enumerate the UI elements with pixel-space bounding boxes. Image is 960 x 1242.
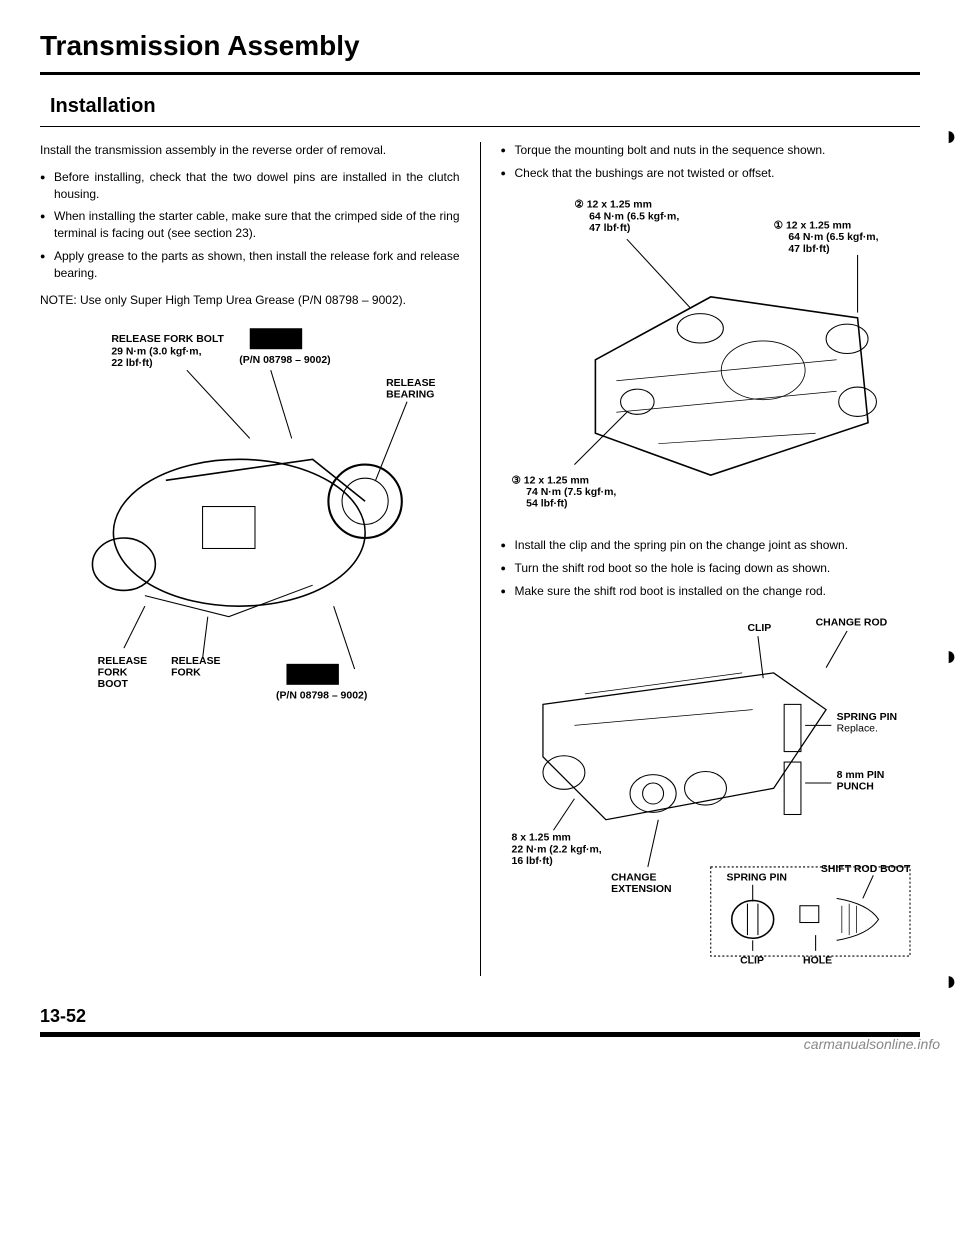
- list-item: Turn the shift rod boot so the hole is f…: [501, 560, 921, 577]
- fig3-ext2: EXTENSION: [611, 884, 672, 895]
- bottom-rule: [40, 1032, 920, 1037]
- fig2-b1-3: 47 lbf·ft): [788, 243, 829, 254]
- list-item: Make sure the shift rod boot is installe…: [501, 583, 921, 600]
- fig2-b1-1: ① 12 x 1.25 mm: [773, 220, 850, 231]
- page-number: 13-52: [40, 1006, 920, 1027]
- right-column: Torque the mounting bolt and nuts in the…: [501, 142, 921, 976]
- fig2-b2-1: ② 12 x 1.25 mm: [574, 199, 651, 210]
- list-item: Before installing, check that the two do…: [40, 169, 460, 203]
- fig2-b2-2: 64 N·m (6.5 kgf·m,: [589, 211, 679, 222]
- list-item: Torque the mounting bolt and nuts in the…: [501, 142, 921, 159]
- page-container: Transmission Assembly Installation Insta…: [0, 0, 960, 1057]
- list-item: When installing the starter cable, make …: [40, 208, 460, 242]
- fig2-b3-2: 74 N·m (7.5 kgf·m,: [526, 487, 616, 498]
- fig3-springpin-rep: Replace.: [836, 723, 877, 734]
- page-title: Transmission Assembly: [40, 30, 920, 62]
- fig3-bolt3: 16 lbf·ft): [511, 855, 552, 866]
- fig3-changerod: CHANGE ROD: [815, 617, 887, 628]
- fig1-pn1: (P/N 08798 – 9002): [239, 355, 330, 366]
- figure-release-fork: RELEASE FORK BOLT 29 N·m (3.0 kgf·m, 22 …: [40, 323, 460, 722]
- fig1-bearing2: BEARING: [386, 390, 434, 401]
- fig3-clip2: CLIP: [740, 955, 764, 966]
- figure-mounting-bolts: ② 12 x 1.25 mm 64 N·m (6.5 kgf·m, 47 lbf…: [501, 192, 921, 528]
- fig3-bolt2: 22 N·m (2.2 kgf·m,: [511, 844, 601, 855]
- fig1-bearing: RELEASE: [386, 378, 435, 389]
- fig2-b3-1: ③ 12 x 1.25 mm: [511, 475, 588, 486]
- fig3-springpin: SPRING PIN: [836, 712, 897, 723]
- fig1-boot: RELEASE: [98, 656, 147, 667]
- right-bullet-list-top: Torque the mounting bolt and nuts in the…: [501, 142, 921, 182]
- fig1-fork: RELEASE: [171, 656, 220, 667]
- fig3-punch2: PUNCH: [836, 781, 873, 792]
- content-columns: Install the transmission assembly in the…: [40, 142, 920, 976]
- fig2-b3-3: 54 lbf·ft): [526, 498, 567, 509]
- fig1-fork2: FORK: [171, 668, 201, 679]
- intro-text: Install the transmission assembly in the…: [40, 142, 460, 159]
- fig3-punch: 8 mm PIN: [836, 769, 884, 780]
- title-rule: [40, 72, 920, 75]
- subtitle-rule: [40, 126, 920, 127]
- right-bullet-list-bottom: Install the clip and the spring pin on t…: [501, 537, 921, 599]
- fig1-boot2: FORK: [98, 668, 128, 679]
- section-subtitle: Installation: [40, 95, 920, 118]
- fig1-boot3: BOOT: [98, 679, 129, 690]
- fig1-torque: 29 N·m (3.0 kgf·m,: [111, 347, 201, 358]
- fig3-ext1: CHANGE: [611, 872, 656, 883]
- note-text: NOTE: Use only Super High Temp Urea Grea…: [40, 292, 460, 309]
- fig1-bolt-label: RELEASE FORK BOLT: [111, 334, 224, 345]
- list-item: Check that the bushings are not twisted …: [501, 165, 921, 182]
- fig2-b2-3: 47 lbf·ft): [589, 222, 630, 233]
- left-column: Install the transmission assembly in the…: [40, 142, 460, 976]
- fig2-b1-2: 64 N·m (6.5 kgf·m,: [788, 232, 878, 243]
- fig1-torque2: 22 lbf·ft): [111, 358, 152, 369]
- list-item: Apply grease to the parts as shown, then…: [40, 248, 460, 282]
- fig3-clip: CLIP: [747, 623, 771, 634]
- watermark-text: carmanualsonline.info: [804, 1036, 940, 1052]
- fig1-pn2: (P/N 08798 – 9002): [276, 691, 367, 702]
- fig3-bolt1: 8 x 1.25 mm: [511, 832, 570, 843]
- column-divider: [480, 142, 481, 976]
- fig3-hole: HOLE: [803, 955, 832, 966]
- list-item: Install the clip and the spring pin on t…: [501, 537, 921, 554]
- fig3-shiftboot: SHIFT ROD BOOT: [820, 864, 910, 875]
- left-bullet-list: Before installing, check that the two do…: [40, 169, 460, 282]
- figure-change-rod: CLIP CHANGE ROD SPRING PIN Replace.: [501, 610, 921, 967]
- fig3-springpin2: SPRING PIN: [726, 872, 787, 883]
